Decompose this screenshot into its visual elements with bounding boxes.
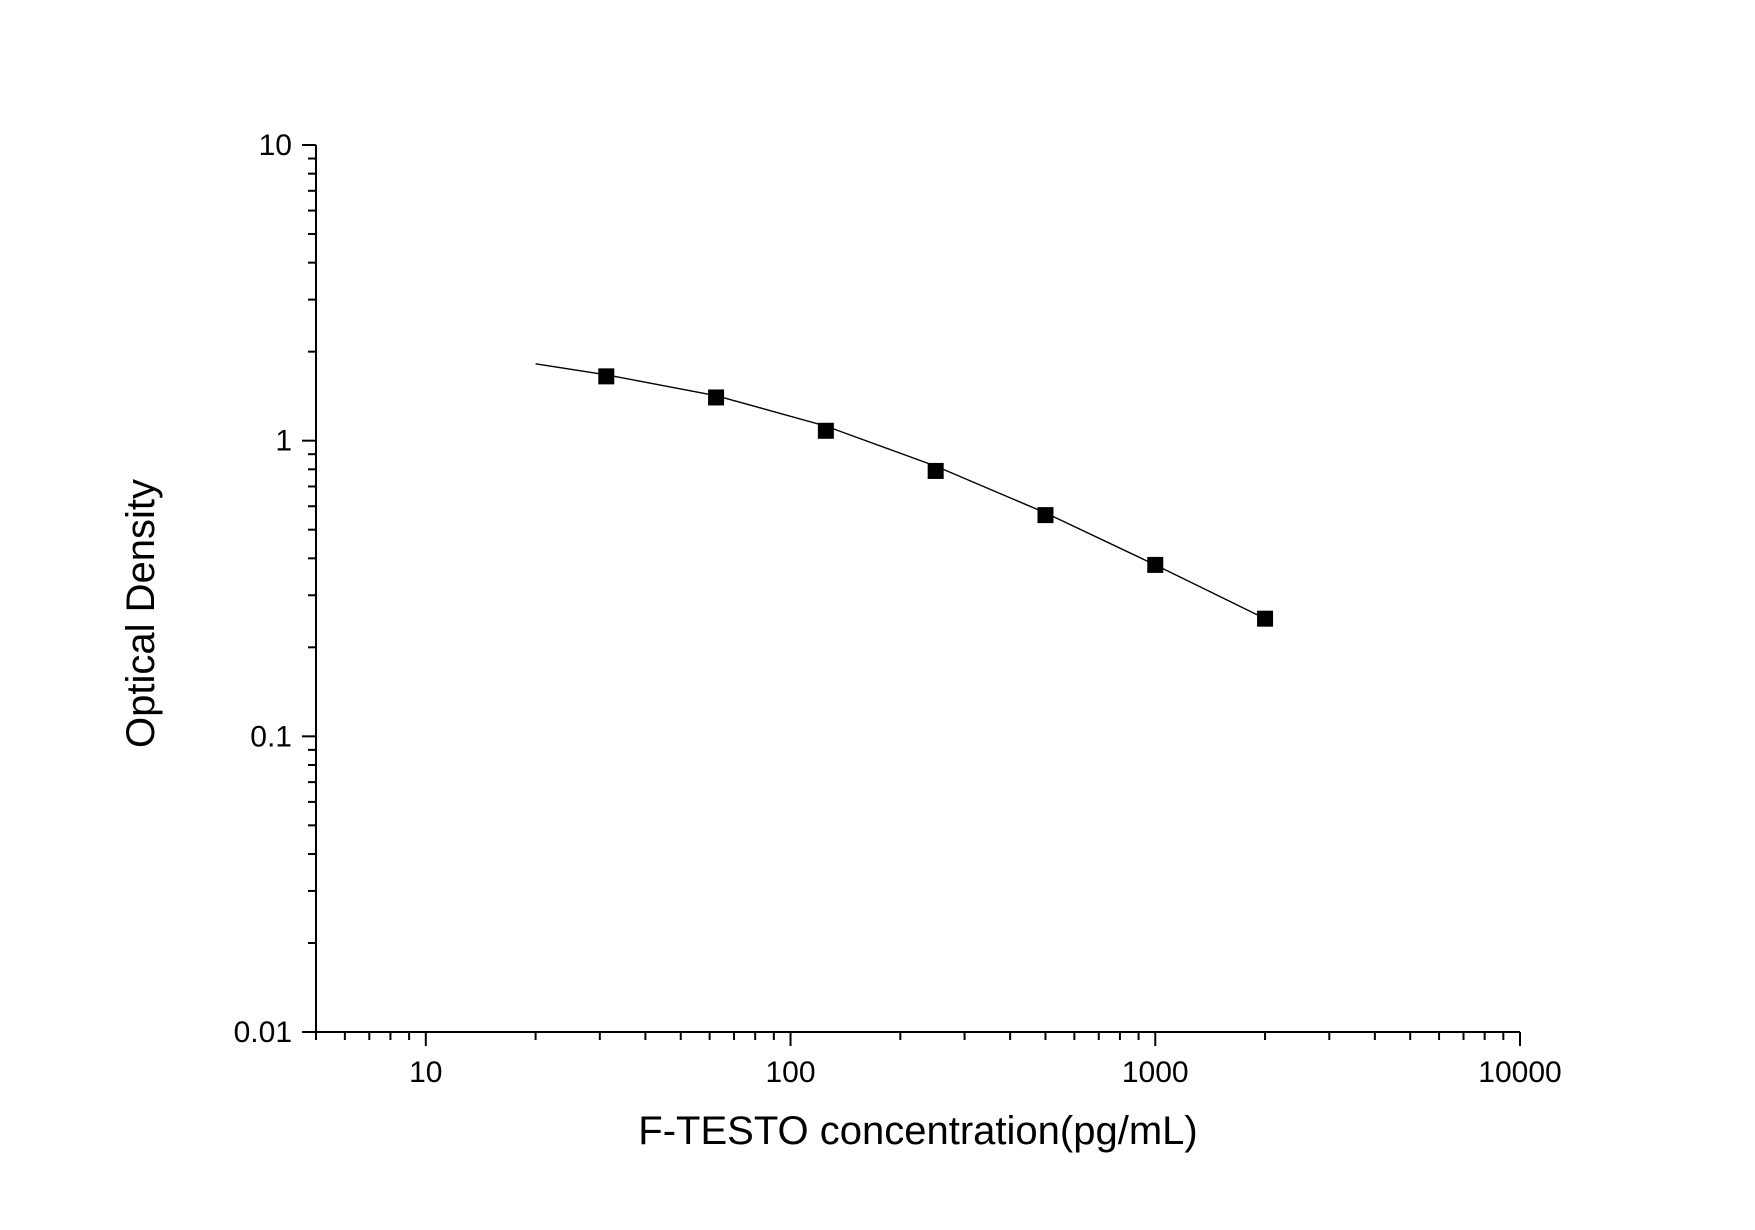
- data-point: [927, 462, 944, 479]
- x-axis-title: F-TESTO concentration(pg/mL): [638, 1109, 1197, 1153]
- x-tick-label: 1000: [1122, 1056, 1189, 1089]
- data-point: [598, 368, 615, 385]
- x-tick-label: 10: [409, 1056, 442, 1089]
- data-points: [598, 368, 1274, 627]
- data-point: [1147, 556, 1164, 573]
- ticks: [302, 144, 1521, 1046]
- axes: [315, 145, 1520, 1033]
- x-tick-label: 100: [765, 1056, 815, 1089]
- data-point: [708, 389, 725, 406]
- x-tick-label: 10000: [1478, 1056, 1561, 1089]
- data-point: [1037, 507, 1054, 524]
- y-tick-label: 1: [275, 425, 292, 458]
- y-axis-title: Optical Density: [119, 479, 163, 748]
- tick-labels: 10 100 1000 10000 0.01 0.1 1 10: [234, 129, 1562, 1089]
- data-point: [817, 422, 834, 439]
- y-tick-label: 0.1: [250, 720, 292, 753]
- y-tick-label: 10: [259, 129, 292, 162]
- y-tick-label: 0.01: [234, 1016, 292, 1049]
- data-point: [1257, 610, 1274, 627]
- fit-curve: [535, 363, 1266, 620]
